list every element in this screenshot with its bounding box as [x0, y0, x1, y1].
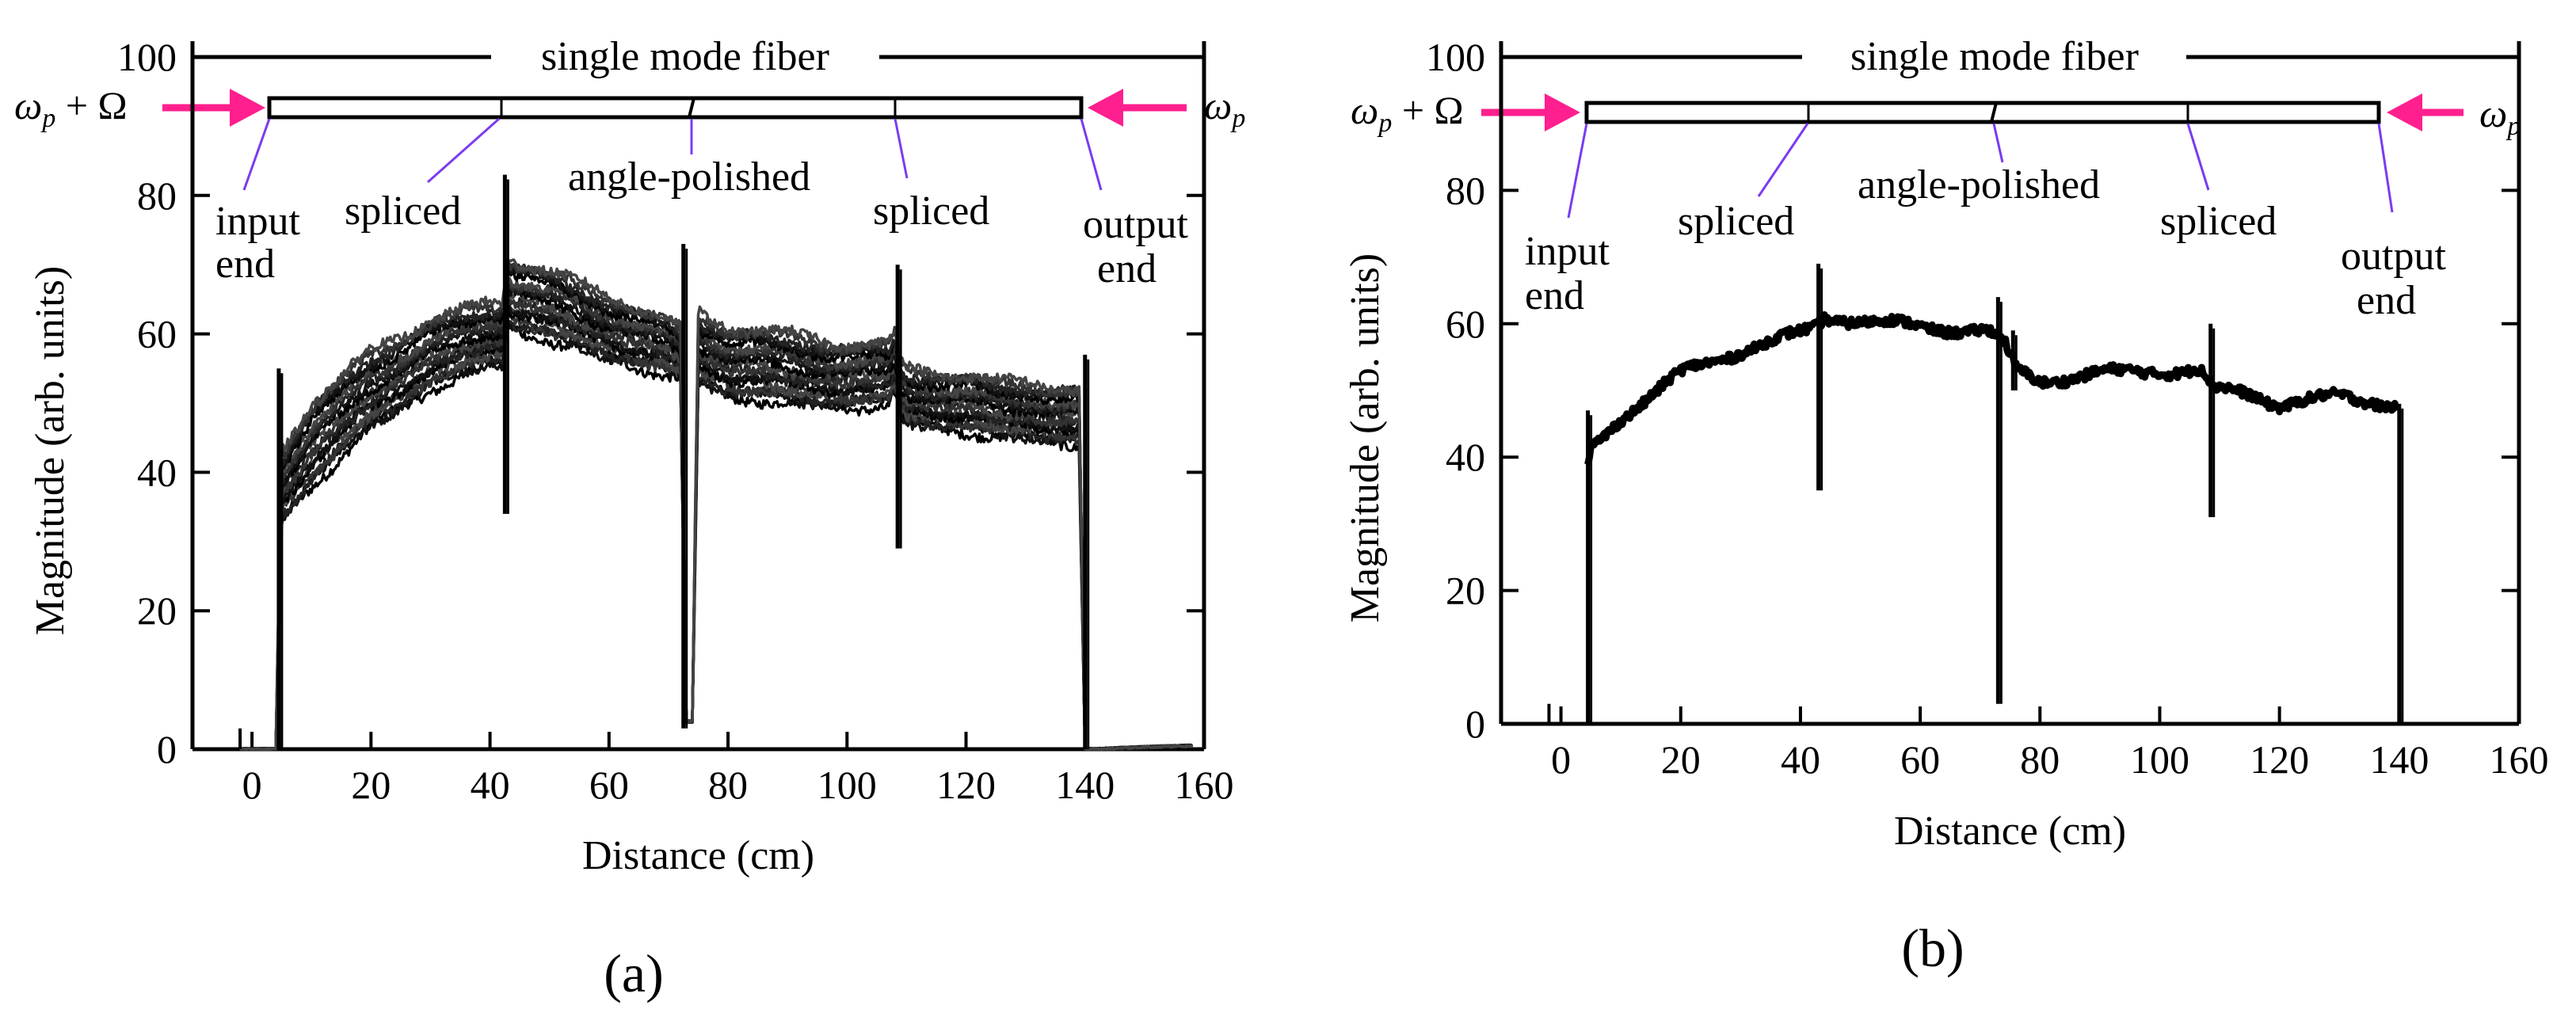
fiber-body — [267, 96, 1084, 120]
x-tick-label: 140 — [1055, 763, 1115, 807]
x-tick-label: 100 — [817, 763, 877, 807]
label-output-freq: ωp — [2479, 91, 2521, 141]
y-tick-label: 80 — [1446, 168, 1485, 212]
x-tick-label: 160 — [2490, 737, 2549, 782]
y-tick-label: 60 — [1446, 302, 1485, 346]
label-output-end-2: end — [2357, 278, 2416, 323]
label-angle-polished: angle-polished — [1858, 162, 2100, 207]
x-tick-label: 80 — [708, 763, 748, 807]
data-series-line — [239, 257, 1194, 751]
data-series-line — [239, 318, 1193, 751]
input-arrow — [1481, 93, 1580, 131]
x-tick-label: 60 — [589, 763, 629, 807]
data-series-line — [240, 296, 1193, 751]
fiber-body — [1584, 101, 2381, 124]
x-tick-label: 120 — [936, 763, 996, 807]
y-tick-label: 0 — [157, 727, 177, 771]
chart-b: 0 20 40 60 80 100 0 20 40 60 80 100 120 140 160 Distanc… — [1343, 35, 2549, 854]
data-series-line — [240, 303, 1193, 751]
leader-output — [1080, 118, 1103, 191]
y-axis-label: Magnitude (arb. units) — [28, 266, 73, 635]
y-tick-label: 20 — [137, 588, 177, 633]
x-tick-label: 140 — [2369, 737, 2429, 782]
chart-a: 0 20 40 60 80 100 0 20 40 60 80 100 120 140 160 Distanc… — [28, 35, 1234, 878]
panel-a: single mode fiber ωp + Ω ωp input end — [14, 34, 1245, 1003]
data-series-line — [1584, 311, 2400, 466]
fiber-title: single mode fiber — [541, 34, 829, 79]
leader-splice-1 — [427, 117, 500, 184]
label-spliced-2: spliced — [2160, 199, 2277, 244]
y-tick-label: 100 — [1426, 35, 1485, 79]
label-output-end-1: output — [1083, 202, 1188, 247]
leader-splice-2 — [2186, 123, 2210, 191]
x-tick-label: 60 — [1900, 737, 1940, 782]
label-output-end-1: output — [2341, 234, 2446, 279]
leader-angle — [1992, 123, 2004, 163]
angle-polished-mark — [688, 97, 695, 118]
data-series-line — [240, 276, 1193, 751]
label-output-end-2: end — [1097, 246, 1157, 291]
label-input-end-1: input — [215, 199, 300, 244]
x-axis-label: Distance (cm) — [1894, 809, 2126, 854]
x-tick-label: 0 — [242, 763, 262, 807]
y-tick-label: 100 — [117, 35, 177, 79]
y-axis-label: Magnitude (arb. units) — [1343, 253, 1388, 622]
y-tick-label: 0 — [1465, 702, 1485, 746]
panel-b: single mode fiber ωp + Ω ωp input end s — [1343, 34, 2549, 978]
y-tick-label: 20 — [1446, 569, 1485, 613]
x-tick-label: 0 — [1551, 737, 1571, 782]
x-tick-label: 20 — [1661, 737, 1701, 782]
y-tick-label: 40 — [1446, 435, 1485, 479]
x-tick-label: 80 — [2020, 737, 2060, 782]
y-tick-label: 80 — [137, 173, 177, 218]
label-spliced-1: spliced — [345, 188, 461, 234]
label-spliced-1: spliced — [1678, 199, 1794, 244]
fiber-diagram: single mode fiber ωp + Ω ωp input end s — [1351, 34, 2521, 323]
x-axis-label: Distance (cm) — [582, 833, 814, 878]
data-series-line — [239, 279, 1193, 751]
label-input-freq: ωp + Ω — [1351, 88, 1464, 138]
input-arrow — [162, 89, 265, 127]
panel-caption-b: (b) — [1901, 918, 1964, 978]
x-tick-label: 160 — [1175, 763, 1234, 807]
y-tick-label: 60 — [137, 312, 177, 356]
fiber-diagram: single mode fiber ωp + Ω ωp input end — [14, 34, 1245, 291]
label-input-end-2: end — [1525, 273, 1584, 318]
leader-input — [242, 118, 271, 191]
panel-caption-a: (a) — [604, 943, 663, 1003]
label-spliced-2: spliced — [873, 188, 989, 234]
leader-output — [2377, 123, 2394, 213]
data-series-line — [239, 320, 1194, 751]
label-output-freq: ωp — [1204, 83, 1245, 133]
angle-polished-mark — [1990, 102, 1998, 123]
y-tick-label: 40 — [137, 450, 177, 494]
label-input-end-1: input — [1525, 229, 1610, 274]
x-tick-label: 40 — [471, 763, 510, 807]
data-series-line — [239, 310, 1193, 751]
leader-input — [1567, 123, 1588, 219]
label-angle-polished: angle-polished — [568, 154, 810, 200]
x-tick-label: 120 — [2250, 737, 2309, 782]
leader-splice-1 — [1757, 123, 1809, 197]
output-arrow — [2387, 93, 2464, 131]
leader-splice-2 — [894, 118, 909, 179]
x-tick-label: 100 — [2130, 737, 2189, 782]
output-arrow — [1088, 89, 1187, 127]
label-input-end-2: end — [215, 242, 275, 287]
x-tick-label: 20 — [351, 763, 391, 807]
fiber-title: single mode fiber — [1850, 34, 2139, 79]
x-tick-label: 40 — [1781, 737, 1820, 782]
label-input-freq: ωp + Ω — [14, 83, 128, 133]
